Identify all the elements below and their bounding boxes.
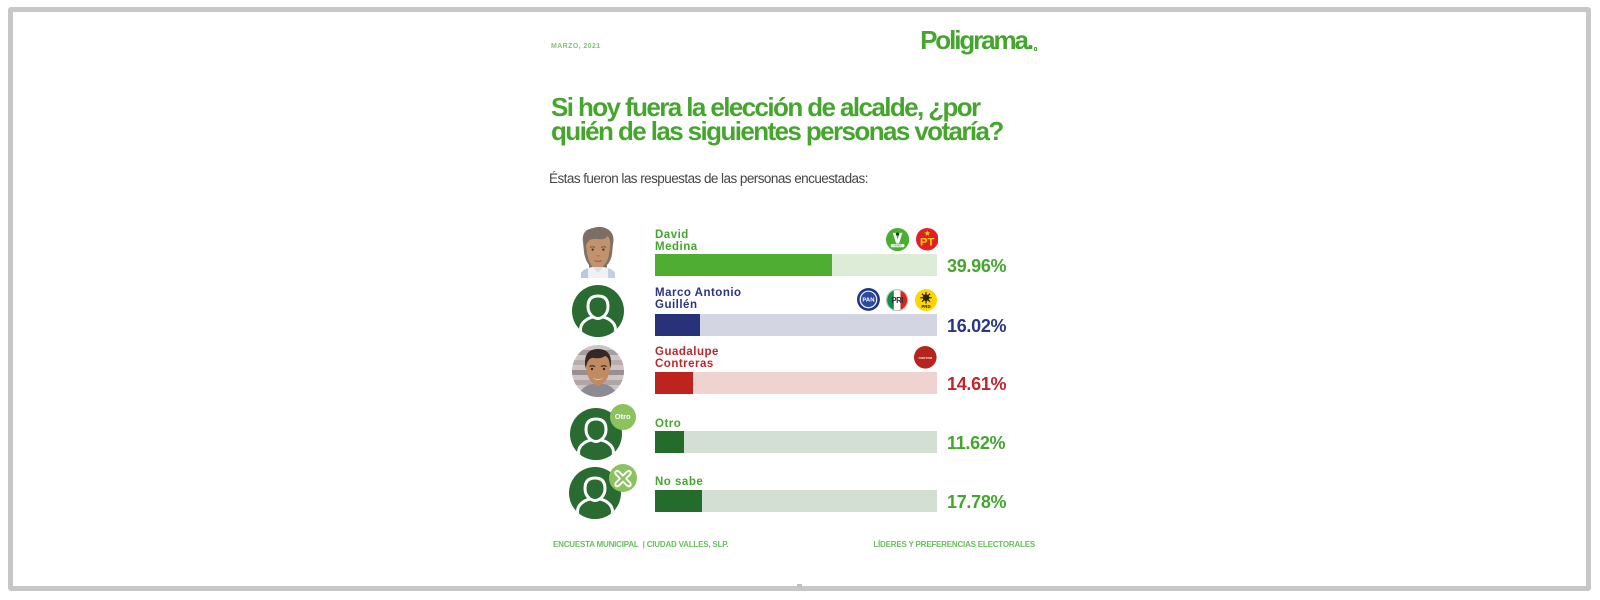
svg-text:PT: PT [920,237,935,249]
svg-text:morena: morena [919,356,933,360]
svg-text:PRI: PRI [892,296,904,305]
svg-text:VERDE: VERDE [893,245,902,248]
svg-text:PRD: PRD [921,304,930,309]
svg-text:PAN: PAN [862,298,874,304]
